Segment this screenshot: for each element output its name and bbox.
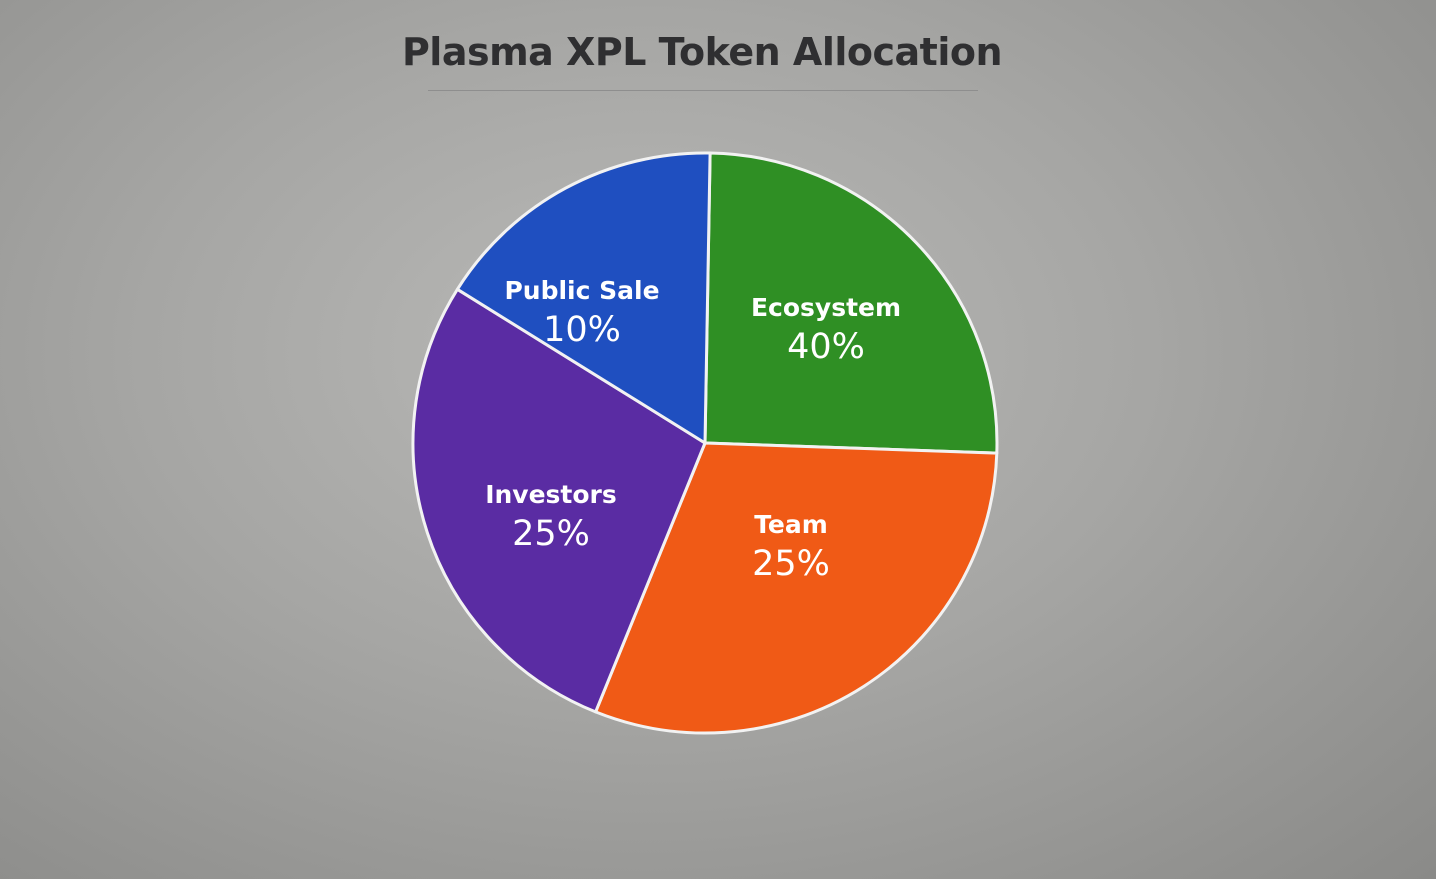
slice-label: Public Sale — [504, 276, 659, 305]
slice-percentage: 10% — [543, 310, 621, 350]
pie-slice-ecosystem — [703, 151, 999, 455]
slice-label: Team — [754, 510, 828, 539]
pie-slices — [411, 151, 999, 735]
pie-slice-investors — [411, 287, 707, 714]
slice-label: Ecosystem — [751, 293, 901, 322]
pie-slice-team — [594, 441, 999, 735]
slice-label: Investors — [485, 480, 617, 509]
title-underline — [428, 90, 978, 91]
pie-labels: Ecosystem 40% Team 25% Investors 25% Public Sa… — [485, 276, 901, 584]
slice-percentage: 25% — [752, 544, 830, 584]
slice-percentage: 25% — [512, 514, 590, 554]
pie-slice-public-sale — [455, 151, 712, 445]
slice-percentage: 40% — [787, 327, 865, 367]
chart-title: Plasma XPL Token Allocation — [401, 30, 1003, 74]
